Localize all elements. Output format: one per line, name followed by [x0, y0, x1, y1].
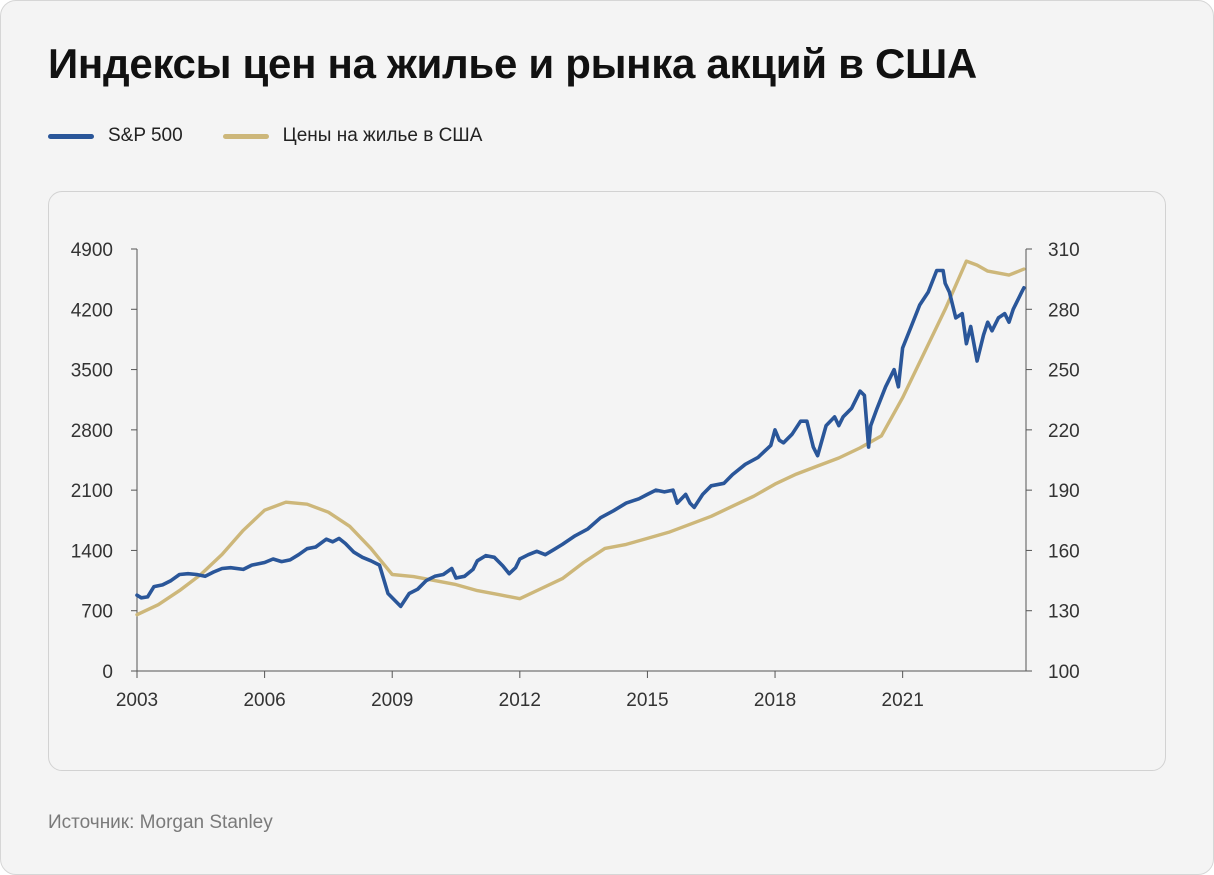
x-tick-label: 2009 [371, 690, 413, 711]
y-right-tick-label: 250 [1048, 361, 1080, 382]
sp500-line [135, 268, 1026, 609]
y-left-tick-label: 2800 [71, 421, 113, 442]
source-note: Источник: Morgan Stanley [48, 812, 273, 833]
housing-price-line [135, 259, 1026, 617]
legend-swatch-housing [222, 133, 269, 139]
legend-item-sp500: S&P 500 [48, 125, 183, 147]
y-right-tick-label: 310 [1048, 240, 1080, 261]
y-left-tick-label: 0 [102, 662, 113, 683]
x-tick-label: 2015 [626, 690, 668, 711]
y-right-tick-label: 220 [1048, 421, 1080, 442]
line-chart: 0 700 1400 2100 2800 3500 4200 4900 100 130 160 190… [71, 240, 1080, 711]
x-tick-label: 2018 [754, 690, 796, 711]
y-left-tick-label: 4200 [71, 300, 113, 321]
y-left-tick-label: 700 [81, 602, 113, 623]
legend: S&P 500 Цены на жилье в США [48, 125, 522, 147]
legend-swatch-sp500 [48, 133, 94, 139]
chart-title: Индексы цен на жилье и рынка акций в США [48, 40, 977, 87]
x-tick-label: 2006 [243, 690, 285, 711]
y-left-tick-label: 2100 [71, 481, 113, 502]
y-right-tick-label: 190 [1048, 481, 1080, 502]
plot-panel: 0 700 1400 2100 2800 3500 4200 4900 100 130 160 190… [48, 191, 1166, 771]
x-tick-label: 2003 [116, 690, 158, 711]
x-tick-label: 2012 [499, 690, 541, 711]
y-right-tick-label: 130 [1048, 602, 1080, 623]
legend-item-housing: Цены на жилье в США [222, 125, 483, 147]
x-tick-label: 2021 [882, 690, 924, 711]
legend-label-housing: Цены на жилье в США [282, 125, 483, 146]
y-right-tick-label: 100 [1048, 662, 1080, 683]
y-left-tick-label: 1400 [71, 541, 113, 562]
y-left-tick-label: 3500 [71, 361, 113, 382]
y-right-tick-label: 280 [1048, 300, 1080, 321]
legend-label-sp500: S&P 500 [108, 125, 183, 146]
y-left-tick-label: 4900 [71, 240, 113, 261]
y-right-tick-label: 160 [1048, 541, 1080, 562]
